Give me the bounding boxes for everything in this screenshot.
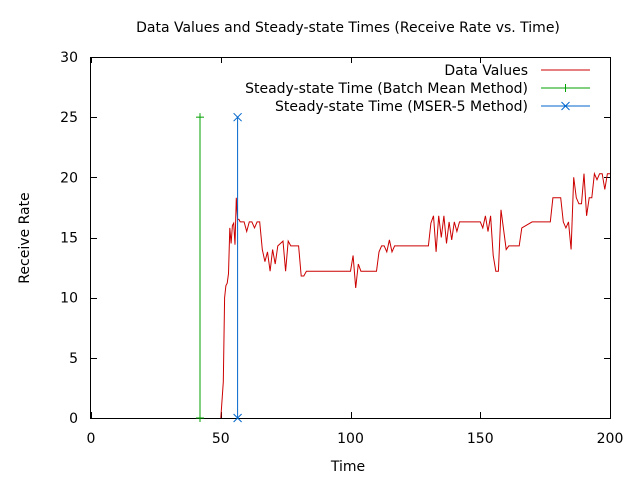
y-tick-label: 5 bbox=[69, 351, 78, 367]
legend-label-0: Data Values bbox=[444, 63, 528, 79]
y-tick-label: 20 bbox=[60, 170, 78, 186]
series-2-point bbox=[233, 413, 242, 423]
axis-ticks: 0 50 100 150 200 0 5 10 15 20 25 30 bbox=[60, 50, 623, 447]
y-tick-label: 25 bbox=[60, 110, 78, 126]
x-tick-label: 150 bbox=[467, 431, 494, 447]
plot-frame bbox=[90, 57, 611, 419]
legend-marker-1 bbox=[561, 84, 570, 92]
legend: Data Values Steady-state Time (Batch Mean… bbox=[245, 63, 590, 115]
x-tick-label: 200 bbox=[597, 431, 624, 447]
series-line-0 bbox=[220, 171, 610, 419]
legend-label-2: Steady-state Time (MSER-5 Method) bbox=[275, 99, 528, 115]
y-tick-label: 15 bbox=[60, 231, 78, 247]
series-1-point bbox=[195, 414, 204, 422]
series-2-point-b bbox=[233, 112, 242, 122]
y-tick-label: 10 bbox=[60, 291, 78, 307]
x-tick-label: 50 bbox=[212, 431, 230, 447]
series-2-point-b bbox=[233, 413, 242, 423]
legend-marker-2-b bbox=[561, 101, 570, 111]
series-2-point bbox=[233, 112, 242, 122]
chart-title: Data Values and Steady-state Times (Rece… bbox=[136, 20, 560, 36]
x-axis-label: Time bbox=[330, 459, 365, 475]
x-tick-label: 100 bbox=[337, 431, 364, 447]
legend-marker-2 bbox=[561, 101, 570, 111]
legend-label-1: Steady-state Time (Batch Mean Method) bbox=[245, 81, 528, 97]
series-1-point bbox=[195, 113, 204, 122]
x-tick-label: 0 bbox=[87, 431, 96, 447]
y-tick-label: 0 bbox=[69, 411, 78, 427]
y-tick-label: 30 bbox=[60, 50, 78, 66]
y-axis-label: Receive Rate bbox=[17, 192, 33, 283]
series-layer bbox=[195, 112, 610, 423]
